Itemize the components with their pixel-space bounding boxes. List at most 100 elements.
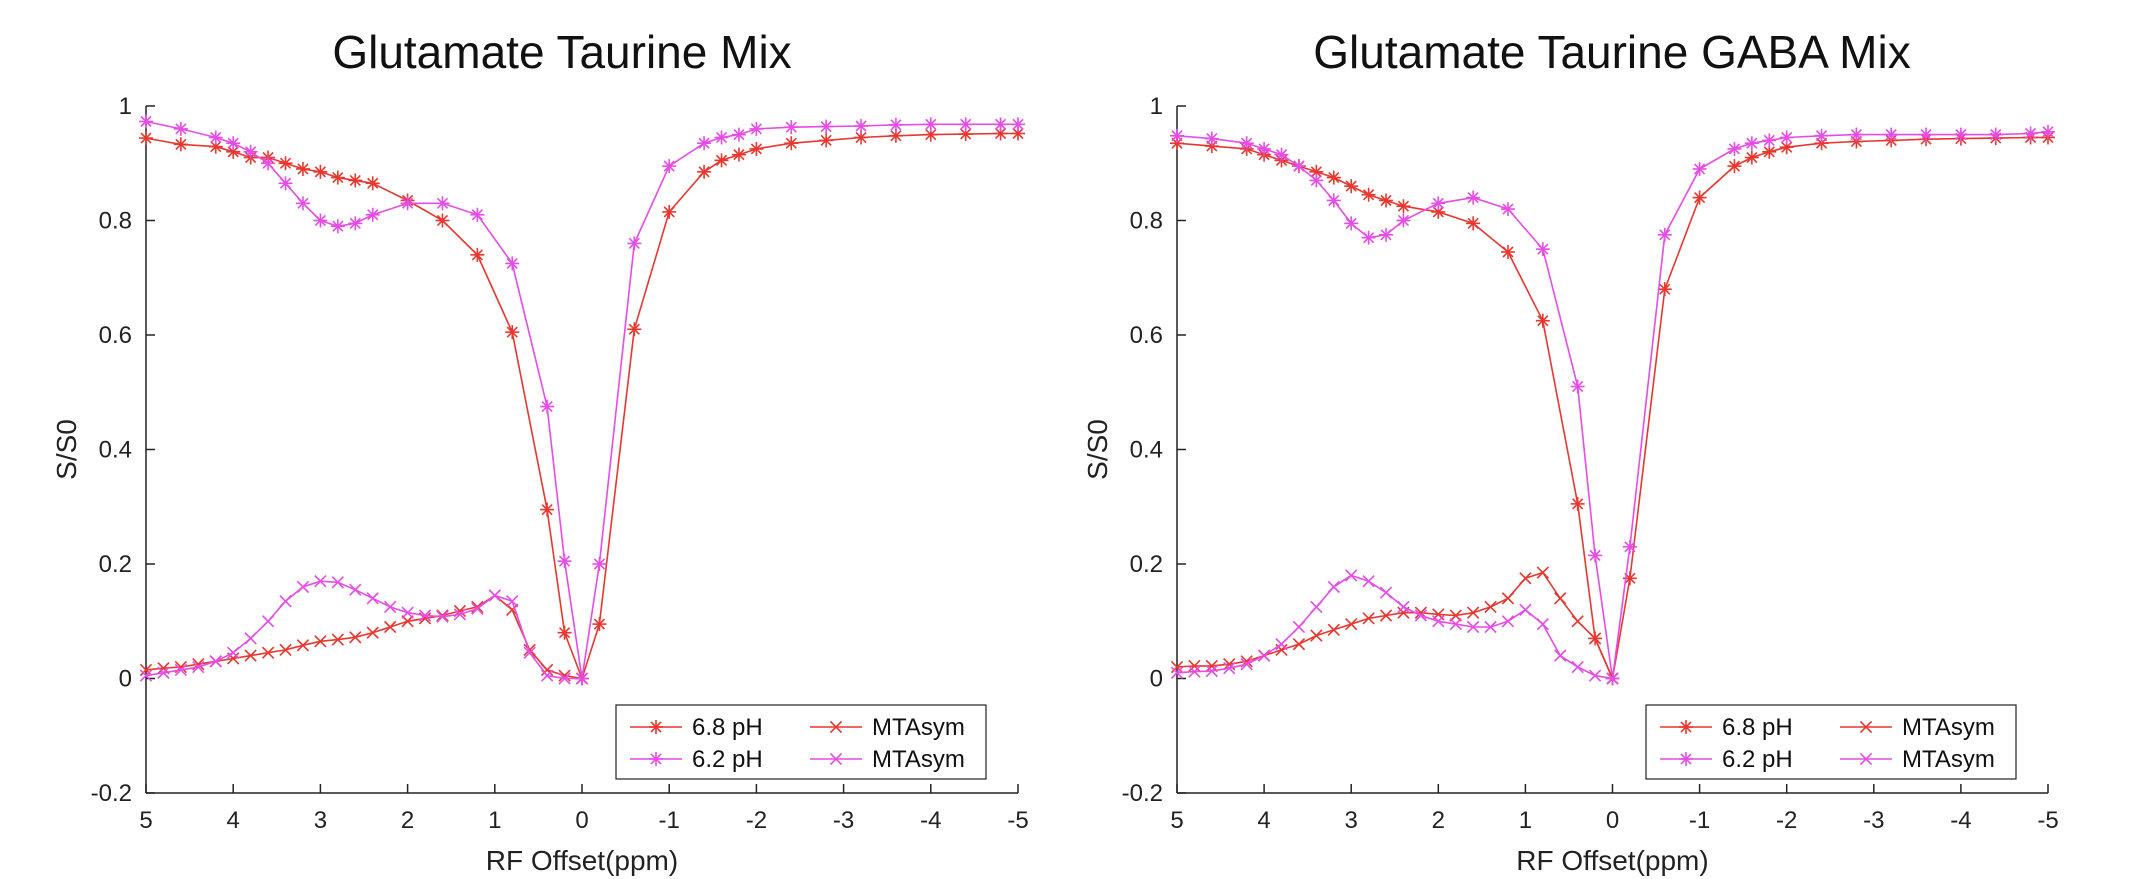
data-point (365, 176, 380, 191)
data-point (227, 646, 240, 659)
x-tick-label: 1 (1519, 807, 1532, 834)
chart-title: Glutamate Taurine Mix (332, 26, 791, 78)
legend: 6.8 pH 6.2 pH MTAsym MTAsym (615, 704, 987, 780)
data-point (1204, 131, 1219, 146)
legend-label: 6.2 pH (1722, 746, 1793, 773)
data-point (1571, 660, 1584, 674)
data-point (1361, 230, 1376, 245)
data-point (1379, 227, 1394, 242)
chart-panel-1: Glutamate Taurine Mix -0.2 0 0.2 0.4 0.6 0.8 1 5… (51, 26, 1029, 876)
x-tick-label: -2 (1776, 807, 1797, 834)
data-point (1744, 150, 1759, 165)
data-point (1484, 620, 1497, 634)
data-point (1431, 204, 1446, 219)
data-point (401, 606, 414, 619)
data-point (1571, 615, 1584, 628)
data-point (1011, 117, 1025, 132)
data-point (331, 633, 345, 646)
data-point (714, 153, 729, 168)
data-point (1170, 128, 1184, 143)
data-point (1188, 665, 1201, 678)
x-tick-label: 0 (575, 807, 588, 834)
data-point (958, 117, 973, 132)
data-point (697, 164, 712, 179)
data-point (1397, 600, 1410, 614)
data-point (1501, 592, 1515, 605)
data-point (349, 583, 362, 596)
legend-marker (1679, 720, 1693, 734)
data-point (208, 130, 223, 145)
x-tick-label: -5 (1007, 807, 1028, 834)
data-point (1657, 282, 1672, 297)
data-point (139, 663, 153, 677)
data-point (505, 256, 520, 271)
data-point (523, 646, 536, 659)
data-point (278, 176, 293, 191)
data-point (627, 322, 642, 337)
x-tick-label: -5 (2037, 807, 2058, 834)
data-point (1310, 629, 1323, 642)
x-tick-label: -1 (659, 807, 680, 834)
data-point (173, 137, 188, 152)
data-point (749, 141, 764, 156)
y-axis-label: S/S0 (51, 419, 82, 480)
x-tick-label: 0 (1606, 807, 1619, 834)
x-tick-label: 3 (1345, 807, 1358, 834)
data-point (209, 655, 222, 668)
data-point (575, 672, 589, 685)
data-point (295, 196, 310, 211)
data-point (1501, 615, 1515, 628)
chart-panel-2: Glutamate Taurine GABA Mix -0.2 0 0.2 0.4 0.6… (1082, 26, 2059, 876)
data-point (1466, 606, 1480, 619)
legend-box (1645, 704, 2017, 780)
y-tick-label: -0.2 (1122, 780, 1163, 807)
data-point (139, 114, 153, 129)
data-point (540, 669, 554, 682)
data-point (1536, 617, 1549, 631)
data-point (854, 119, 869, 134)
data-point (1361, 187, 1376, 202)
data-point (1727, 141, 1742, 156)
data-point (1953, 127, 1968, 142)
data-point (261, 615, 275, 628)
series-line (1176, 571, 1614, 679)
data-point (1432, 615, 1445, 628)
data-point (1274, 147, 1289, 162)
data-point (1326, 193, 1341, 208)
data-point (1570, 379, 1585, 394)
data-point (400, 196, 415, 211)
y-tick-label: 0 (119, 666, 132, 693)
data-point (1240, 658, 1253, 671)
data-point (313, 213, 328, 228)
data-point (540, 663, 554, 677)
data-point (592, 617, 607, 632)
y-axis-label: S/S0 (1082, 419, 1113, 480)
data-point (1379, 609, 1393, 622)
legend-label: 6.8 pH (692, 714, 763, 741)
x-tick-label: 2 (1432, 807, 1445, 834)
data-point (784, 120, 799, 135)
data-point (330, 170, 345, 185)
data-point (1292, 637, 1306, 651)
data-point (2041, 124, 2055, 139)
data-point (1727, 159, 1742, 174)
data-point (279, 643, 292, 657)
x-tick-label: -3 (1863, 807, 1884, 834)
data-point (1500, 202, 1515, 217)
data-point (244, 632, 257, 645)
data-point (279, 595, 292, 608)
data-point (1205, 664, 1219, 678)
legend-label: MTAsym (872, 714, 965, 741)
data-point (1466, 190, 1481, 205)
data-point (1345, 569, 1358, 582)
y-tick-label: 0 (1150, 666, 1163, 693)
data-point (383, 600, 397, 614)
data-point (157, 666, 170, 679)
data-point (558, 669, 571, 682)
data-point (1362, 575, 1375, 588)
y-tick-label: 1 (1150, 93, 1163, 120)
data-point (731, 147, 746, 162)
data-point (365, 207, 380, 222)
